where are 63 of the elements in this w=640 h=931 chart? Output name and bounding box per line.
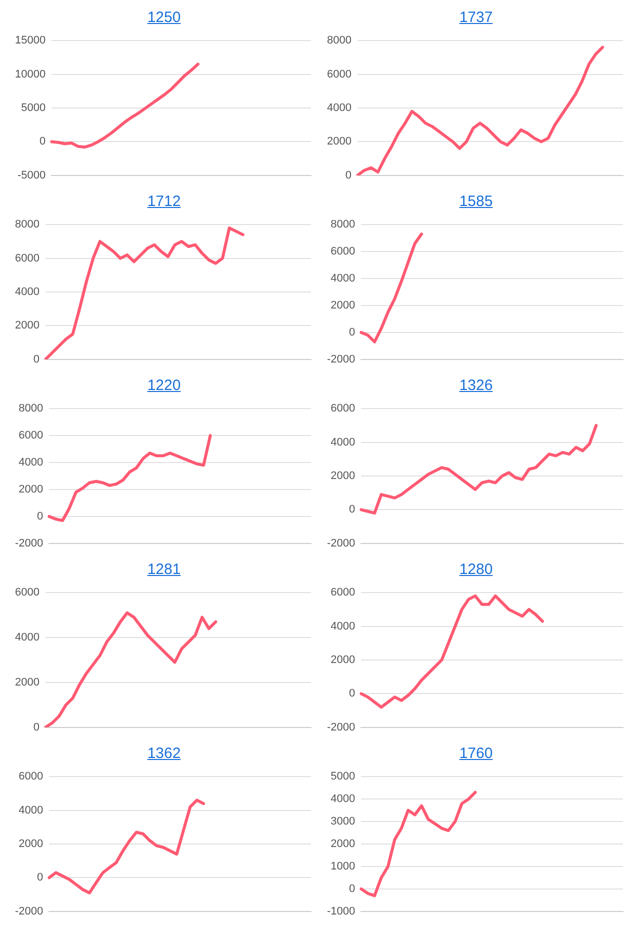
y-tick-label: -2000 <box>326 721 356 734</box>
y-tick-label: 6000 <box>326 68 352 80</box>
chart-title: 1712 <box>147 192 181 212</box>
y-tick-label: 6000 <box>18 430 44 442</box>
y-tick-label: -2000 <box>14 905 44 918</box>
y-tick-label: 15000 <box>14 34 46 47</box>
y-tick-label: 0 <box>349 882 356 895</box>
chart-title: 1281 <box>147 560 181 580</box>
y-tick-label: 0 <box>39 136 46 148</box>
y-tick-label: 4000 <box>330 272 356 285</box>
y-tick-label: 0 <box>349 688 356 700</box>
y-tick-label: 2000 <box>18 484 44 496</box>
y-tick-label: 2000 <box>18 838 44 850</box>
y-tick-label: 6000 <box>330 402 356 415</box>
y-tick-label: 2000 <box>14 676 40 688</box>
y-tick-label: 2000 <box>330 300 356 312</box>
chart-title: 1760 <box>459 744 493 764</box>
y-tick-label: 6000 <box>14 586 40 599</box>
chart-title: 1250 <box>147 8 181 28</box>
y-tick-label: 0 <box>33 353 40 366</box>
y-tick-label: 6000 <box>14 252 40 264</box>
y-tick-label: 4000 <box>330 620 356 632</box>
y-tick-label: 4000 <box>330 793 356 806</box>
y-tick-label: -1000 <box>326 905 356 918</box>
y-tick-label: 10000 <box>14 68 46 80</box>
y-tick-label: 0 <box>33 721 40 734</box>
chart-title: 1362 <box>147 744 181 764</box>
y-tick-label: 2000 <box>330 654 356 666</box>
y-tick-label: 2000 <box>330 838 356 850</box>
y-tick-label: 1000 <box>330 860 356 872</box>
y-tick-label: 4000 <box>18 804 44 816</box>
y-tick-label: 8000 <box>14 218 40 231</box>
y-tick-label: 0 <box>37 510 44 522</box>
y-tick-label: 4000 <box>326 102 352 114</box>
y-tick-label: 0 <box>349 326 356 338</box>
y-tick-label: 2000 <box>14 320 40 332</box>
y-tick-label: 0 <box>345 169 352 182</box>
y-tick-label: 4000 <box>14 632 40 644</box>
y-tick-label: -2000 <box>326 353 356 366</box>
y-tick-label: 6000 <box>330 246 356 258</box>
y-tick-label: 4000 <box>18 456 44 469</box>
y-tick-label: 5000 <box>330 770 356 783</box>
y-tick-label: 8000 <box>326 34 352 47</box>
y-tick-label: 4000 <box>14 286 40 298</box>
y-tick-label: 4000 <box>330 436 356 448</box>
y-tick-label: 2000 <box>326 136 352 148</box>
y-tick-label: 8000 <box>330 218 356 231</box>
y-tick-label: 0 <box>37 872 44 884</box>
chart-title: 1220 <box>147 376 181 396</box>
y-tick-label: 8000 <box>18 402 44 415</box>
y-tick-label: 0 <box>349 504 356 516</box>
chart-title: 1737 <box>459 8 493 28</box>
y-tick-label: -2000 <box>14 537 44 550</box>
y-tick-label: 5000 <box>21 102 46 114</box>
y-tick-label: 3000 <box>330 816 356 828</box>
y-tick-label: -2000 <box>326 537 356 550</box>
y-tick-label: 6000 <box>330 586 356 599</box>
chart-title: 1280 <box>459 560 493 580</box>
y-tick-label: -5000 <box>17 169 46 182</box>
y-tick-label: 6000 <box>18 770 44 783</box>
y-tick-label: 2000 <box>330 470 356 482</box>
chart-title: 1585 <box>459 192 493 212</box>
chart-title: 1326 <box>459 376 493 396</box>
